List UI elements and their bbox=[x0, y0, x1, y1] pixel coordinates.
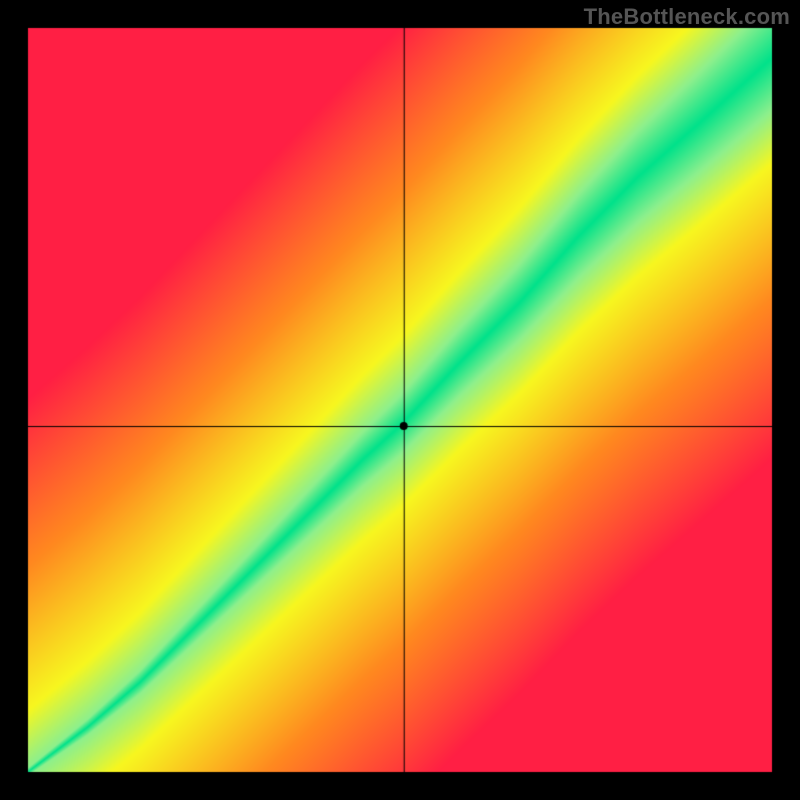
heatmap-canvas bbox=[0, 0, 800, 800]
watermark-text: TheBottleneck.com bbox=[584, 4, 790, 30]
bottleneck-heatmap bbox=[0, 0, 800, 800]
